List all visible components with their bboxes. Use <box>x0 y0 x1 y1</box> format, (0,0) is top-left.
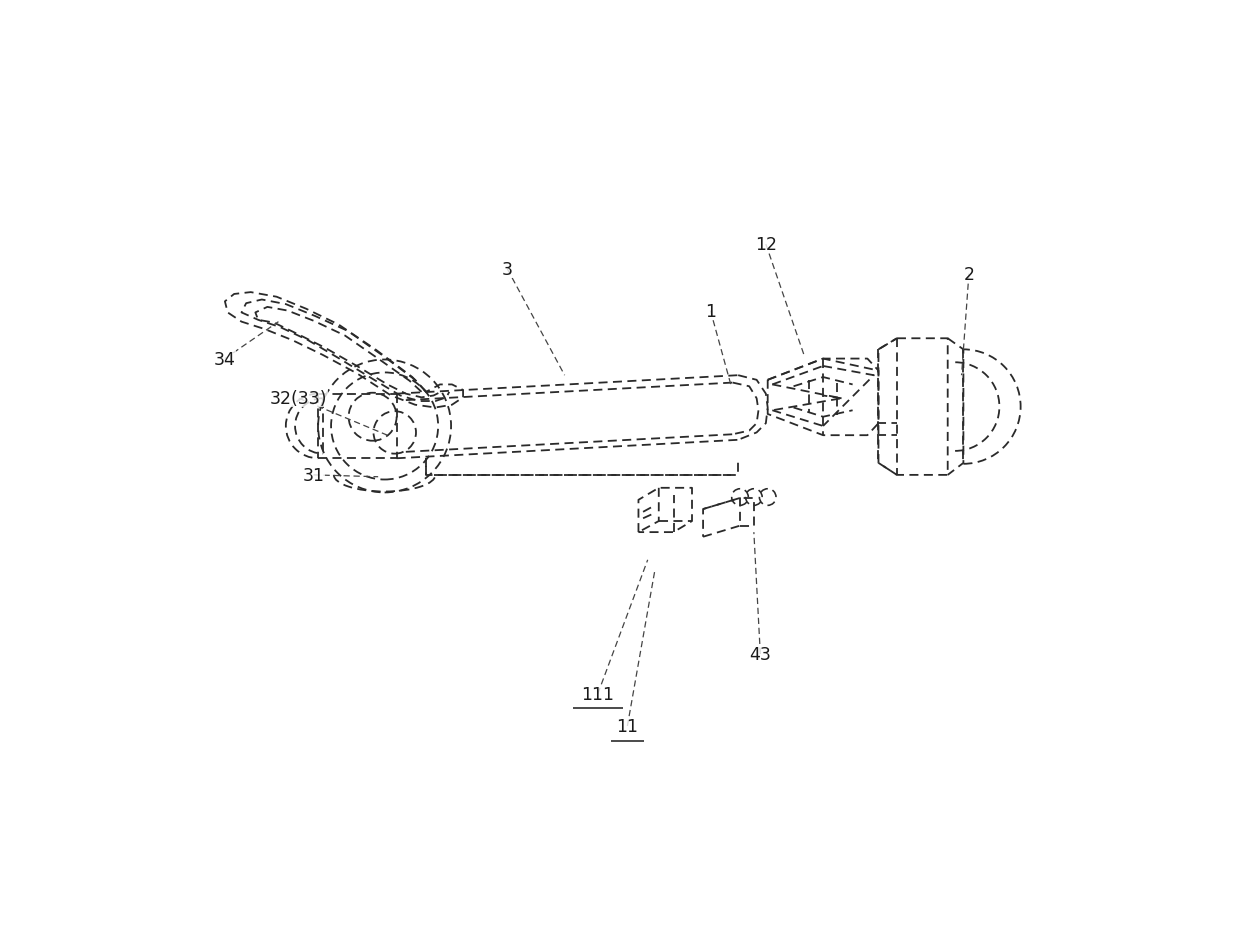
Text: 1: 1 <box>706 302 715 320</box>
Text: 31: 31 <box>303 466 325 484</box>
Text: 11: 11 <box>616 717 639 735</box>
Text: 2: 2 <box>963 266 975 284</box>
Text: 12: 12 <box>755 236 776 254</box>
Text: 111: 111 <box>582 685 614 703</box>
Text: 32(33): 32(33) <box>270 390 327 408</box>
Text: 3: 3 <box>502 261 513 279</box>
Text: 34: 34 <box>215 350 236 368</box>
Text: 43: 43 <box>749 645 771 664</box>
